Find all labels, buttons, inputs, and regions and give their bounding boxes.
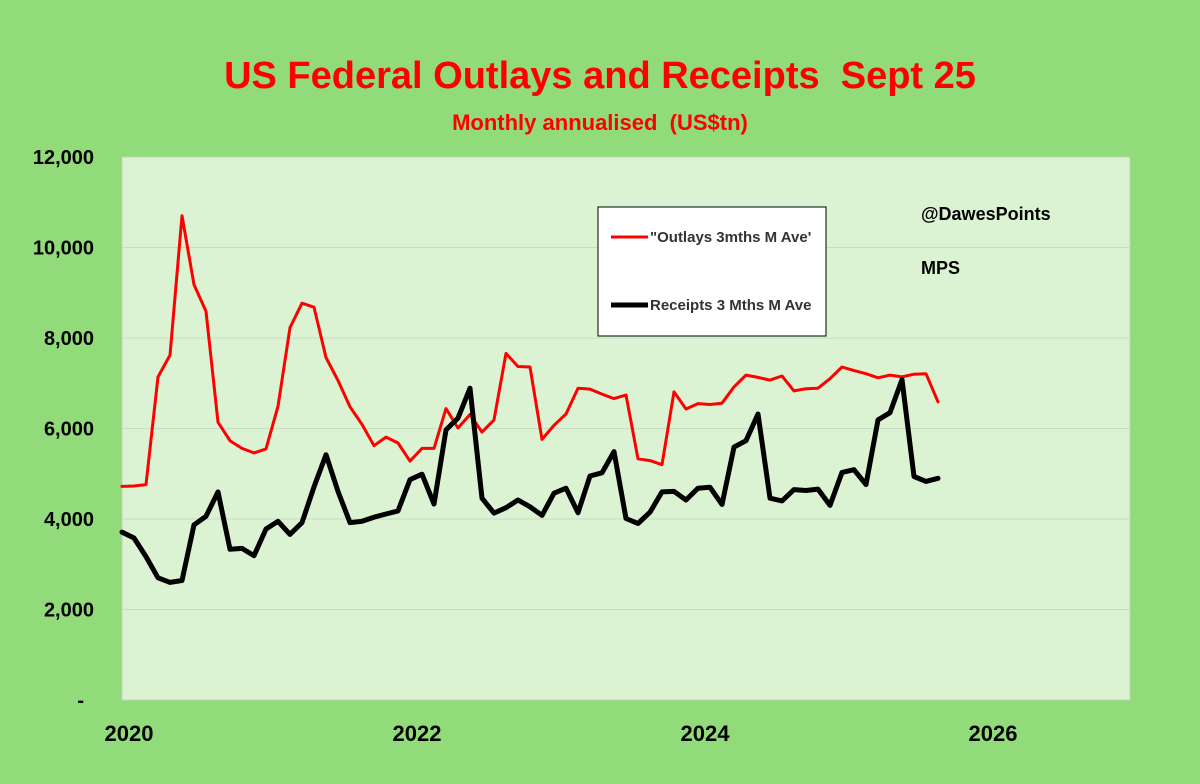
annotation-mps: MPS xyxy=(921,258,960,278)
series-lines xyxy=(119,214,941,585)
y-tick-label: - xyxy=(77,690,84,712)
receipts-line xyxy=(119,377,941,585)
legend-label-receipts: Receipts 3 Mths M Ave xyxy=(650,297,811,314)
y-tick-label: 8,000 xyxy=(44,328,94,350)
y-tick-label: 6,000 xyxy=(44,419,94,441)
annotation-dawespoints: @DawesPoints xyxy=(921,204,1051,224)
y-tick-label: 12,000 xyxy=(33,147,94,169)
chart-subtitle: Monthly annualised (US$tn) xyxy=(452,110,748,135)
x-tick-label: 2022 xyxy=(393,721,442,746)
y-tick-label: 10,000 xyxy=(33,238,94,260)
outlays-line xyxy=(120,214,940,488)
chart-title: US Federal Outlays and Receipts Sept 25 xyxy=(224,55,976,97)
x-tick-label: 2024 xyxy=(681,721,731,746)
legend-box xyxy=(597,206,827,337)
x-axis: 2020 2022 2024 2026 xyxy=(105,721,1018,746)
legend-label-outlays: "Outlays 3mths M Ave' xyxy=(650,229,811,246)
x-tick-label: 2026 xyxy=(969,721,1018,746)
y-tick-label: 4,000 xyxy=(44,509,94,531)
y-tick-label: 2,000 xyxy=(44,600,94,622)
x-tick-label: 2020 xyxy=(105,721,154,746)
y-axis: - 2,000 4,000 6,000 8,000 10,000 12,000 xyxy=(33,147,94,712)
legend: "Outlays 3mths M Ave' Receipts 3 Mths M … xyxy=(597,206,827,337)
